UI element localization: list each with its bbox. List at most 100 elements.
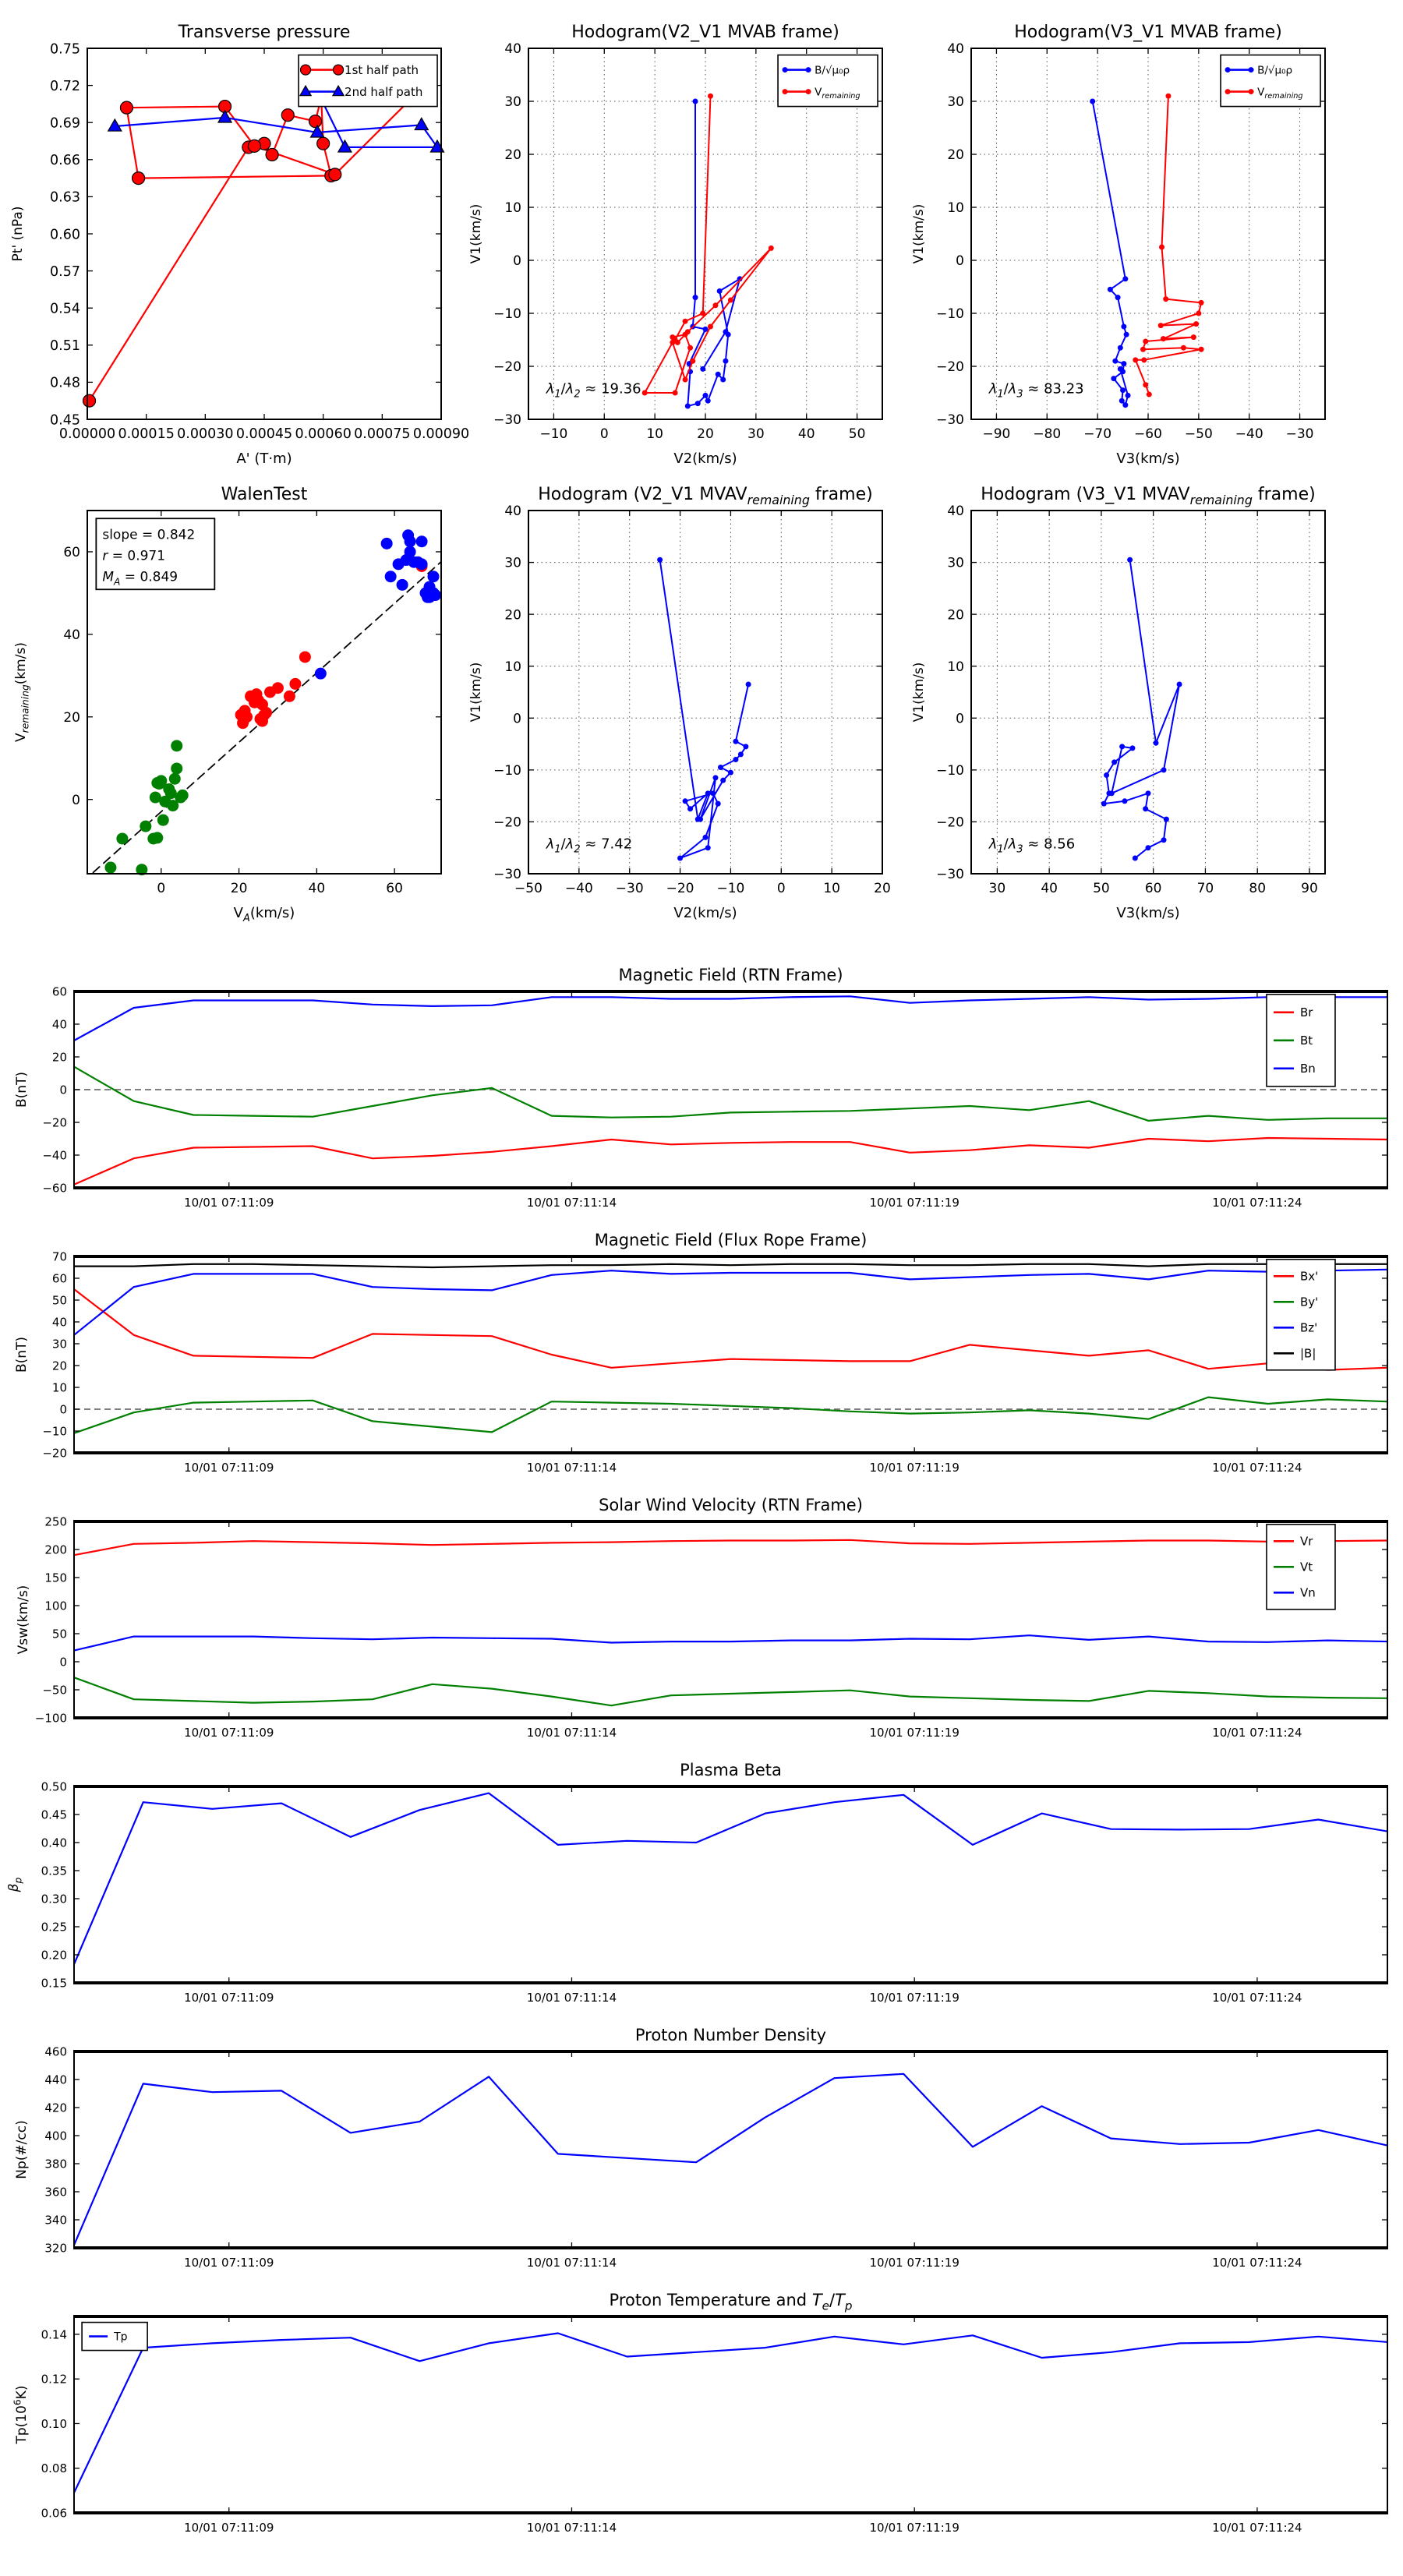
y-tick-label: −10 [936, 763, 964, 779]
y-tick-label: −10 [42, 1424, 67, 1438]
y-tick-label: 420 [44, 2101, 67, 2115]
legend: B/√μ₀ρ Vremaining [1220, 54, 1321, 108]
x-tick-label: 20 [874, 881, 891, 896]
x-tick-label: 10 [823, 881, 840, 896]
plot-transverse-pressure: 0.00000 0.00015 0.00030 0.00045 0.00060 0.000… [10, 23, 469, 467]
axes-frame [970, 510, 1326, 875]
x-tick-label: −80 [1033, 426, 1061, 442]
legend: Bx' By' Bz' |B| [1266, 1258, 1336, 1371]
y-tick-label: −20 [493, 815, 521, 831]
y-tick-label: 10 [947, 200, 964, 216]
x-tick-label: −10 [716, 881, 744, 896]
legend-label: B/√μ₀ρ [815, 64, 850, 76]
stats-line: r = 0.971 [102, 549, 165, 564]
legend-label: Br [1300, 1005, 1313, 1019]
series-by-prime [72, 1396, 1389, 1434]
series-bn [72, 995, 1389, 1042]
x-axis-label: V2(km/s) [673, 905, 737, 921]
y-tick-label: 0 [72, 793, 80, 808]
x-tick-label: 50 [1093, 881, 1110, 896]
annotation: λ1/λ3 ≈ 83.23 [988, 381, 1084, 401]
y-axis-label: V1(km/s) [468, 204, 484, 264]
series-b-magnitude [72, 1263, 1389, 1269]
x-tick-label: 20 [231, 881, 248, 896]
x-tick-label: 10/01 07:11:19 [870, 1196, 959, 1210]
title: Hodogram (V3_V1 MVAVremaining frame) [981, 485, 1315, 507]
y-axis-label: Tp(106K) [12, 2385, 30, 2444]
series-br [72, 1136, 1389, 1186]
y-tick-label: 0.63 [50, 190, 80, 206]
x-tick-label: 10/01 07:11:19 [870, 1991, 959, 2005]
y-tick-label: 30 [947, 556, 964, 571]
y-tick-label: −20 [936, 359, 964, 375]
y-tick-label: 0 [59, 1402, 67, 1416]
legend-label: Vremaining [1257, 86, 1303, 101]
x-tick-label: 10/01 07:11:09 [184, 2256, 274, 2270]
x-tick-label: 0.00090 [413, 426, 469, 442]
y-tick-label: 40 [947, 41, 964, 57]
y-tick-label: 0.60 [50, 227, 80, 242]
x-axis-label: V3(km/s) [1116, 451, 1179, 467]
y-axis-label: Np(#/cc) [14, 2120, 30, 2178]
grid [971, 510, 1325, 875]
legend-label: Vn [1300, 1586, 1316, 1600]
y-tick-label: 380 [44, 2157, 67, 2171]
series-bz-prime [72, 1268, 1389, 1336]
y-tick-label: 0.66 [50, 153, 80, 168]
y-tick-label: −60 [42, 1181, 67, 1195]
legend-label: Vt [1300, 1560, 1313, 1574]
y-tick-label: −20 [493, 359, 521, 375]
y-tick-label: 0.08 [41, 2461, 67, 2475]
plot-hodogram-v2v1-mvav: −50 −40 −30 −20 −10 0 10 20 −30 −20 −10 0 10 20 30 40 Ho… [468, 485, 891, 921]
x-tick-label: 10/01 07:11:09 [184, 1726, 274, 1740]
x-tick-label: 0.00060 [295, 426, 351, 442]
y-tick-label: 0.06 [41, 2506, 67, 2520]
y-tick-label: 40 [52, 1017, 67, 1031]
y-tick-label: 0.45 [50, 412, 80, 428]
axes-frame [970, 48, 1326, 420]
y-tick-label: −50 [42, 1683, 67, 1697]
x-tick-label: −40 [1235, 426, 1263, 442]
y-tick-label: −30 [493, 412, 521, 428]
x-tick-label: −30 [616, 881, 644, 896]
y-tick-label: 0.51 [50, 338, 80, 354]
y-tick-label: 10 [504, 200, 521, 216]
x-tick-label: 30 [989, 881, 1006, 896]
x-tick-label: 10/01 07:11:24 [1212, 2256, 1302, 2270]
y-tick-label: 0 [59, 1655, 67, 1669]
y-tick-label: 20 [947, 147, 964, 163]
y-tick-label: 20 [52, 1050, 67, 1064]
plot-plasma-beta: 10/01 07:11:09 10/01 07:11:14 10/01 07:11:… [6, 1761, 1389, 2005]
y-tick-label: 0.35 [41, 1864, 67, 1878]
series-beta-p [72, 1792, 1389, 1966]
y-tick-label: 360 [44, 2185, 67, 2199]
y-tick-label: 0.40 [41, 1836, 67, 1850]
y-tick-label: 60 [63, 545, 80, 560]
x-tick-label: 40 [798, 426, 815, 442]
x-tick-label: 10/01 07:11:14 [527, 1196, 617, 1210]
x-tick-label: 0.00015 [118, 426, 174, 442]
title: Magnetic Field (RTN Frame) [618, 966, 843, 984]
plot-magnetic-field-flux-rope: 10/01 07:11:09 10/01 07:11:14 10/01 07:11:… [14, 1231, 1389, 1475]
x-tick-label: 80 [1249, 881, 1266, 896]
title: Plasma Beta [680, 1761, 782, 1779]
x-tick-label: −50 [514, 881, 542, 896]
y-tick-label: −30 [936, 412, 964, 428]
y-tick-label: 0.75 [50, 41, 80, 57]
x-tick-label: 10/01 07:11:24 [1212, 2521, 1302, 2535]
y-tick-label: −20 [42, 1115, 67, 1129]
x-tick-label: 30 [747, 426, 765, 442]
annotation: λ1/λ2 ≈ 19.36 [546, 381, 641, 401]
x-tick-label: 70 [1197, 881, 1214, 896]
x-tick-label: 10/01 07:11:09 [184, 1461, 274, 1475]
legend: B/√μ₀ρ Vremaining [777, 54, 878, 108]
y-axis-label: Pt' (nPa) [10, 207, 26, 262]
y-tick-label: 460 [44, 2044, 67, 2058]
title: Hodogram (V2_V1 MVAVremaining frame) [538, 485, 872, 507]
series-cluster-green [104, 740, 189, 876]
plot-hodogram-v2v1-mvab: −10 0 10 20 30 40 50 −30 −20 −10 0 10 20 30 40 Hodogram… [468, 23, 883, 467]
plot-hodogram-v3v1-mvav: 30 40 50 60 70 80 90 −30 −20 −10 0 10 20 30 40 Hodogram… [911, 485, 1326, 921]
y-tick-label: 40 [52, 1315, 67, 1329]
y-tick-label: 30 [52, 1337, 67, 1351]
